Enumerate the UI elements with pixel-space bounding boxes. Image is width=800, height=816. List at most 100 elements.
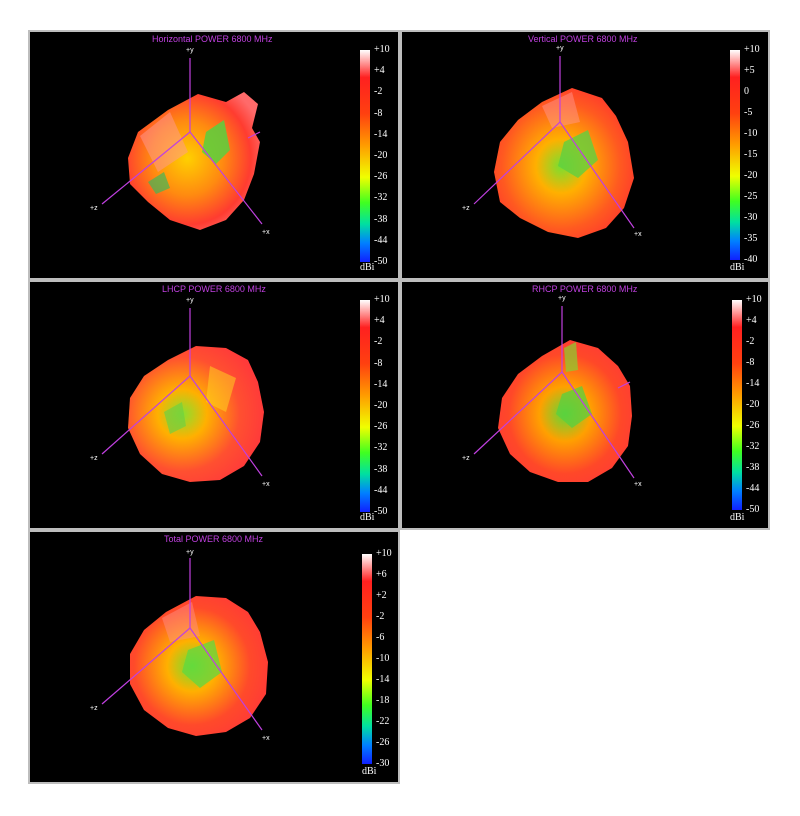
colorbar [360,50,370,262]
colorbar-tick-label: -8 [746,357,755,368]
colorbar-tick-label: -26 [374,421,388,433]
x-axis [189,627,263,731]
colorbar-unit: dBi [730,512,745,523]
axis-stub [617,381,631,389]
colorbar-unit: dBi [360,262,375,273]
low-gain-region [164,402,186,434]
colorbar-tick-label: -20 [374,150,388,161]
colorbar-tick-label: -20 [746,399,760,410]
colorbar-tick-label: -20 [374,400,388,411]
z-axis [473,121,561,205]
y-axis-label: +y [186,297,194,304]
colorbar-tick-label: -22 [376,716,390,727]
x-axis-label: +x [634,231,642,238]
colorbar-tick-label: +10 [744,44,760,55]
radiation-pattern-panel-horizontal: +y +z +x Horizontal POWER 6800 MHz +10 +4… [28,30,400,280]
colorbar-tick-label: -14 [374,128,388,140]
colorbar-tick-label: -2 [746,336,755,347]
colorbar-tick-label: +10 [376,548,392,559]
colorbar-tick-label: -44 [374,484,388,496]
chart-title: Total POWER 6800 MHz [164,534,264,544]
x-axis-label: +x [634,481,642,488]
colorbar-tick-label: -32 [746,441,760,452]
colorbar-tick-label: -30 [744,212,758,223]
colorbar-tick-label: -50 [374,256,388,267]
low-gain-region [182,640,222,688]
colorbar-tick-label: -14 [376,674,390,685]
colorbar-tick-label: -6 [376,632,385,643]
pattern-3d-plot: +y +z +x [462,295,642,488]
colorbar-tick-label: -5 [744,107,753,118]
low-gain-region [558,130,598,178]
colorbar [362,554,372,764]
colorbar-tick-label: -8 [374,357,383,369]
chart-title: LHCP POWER 6800 MHz [162,284,266,294]
axis-stub [247,131,261,139]
z-axis-label: +z [462,455,470,462]
x-axis [561,371,635,479]
colorbar-tick-label: -15 [744,149,758,160]
radiation-pattern-panel-lhcp: +y +z +x LHCP POWER 6800 MHz +10 +4 -2 -8 -1… [28,280,400,530]
colorbar [730,50,740,260]
colorbar-tick-label: -26 [374,171,388,183]
colorbar-unit: dBi [730,262,745,273]
colorbar-tick-label: -14 [374,378,388,390]
low-gain-region [202,120,230,164]
low-gain-region [556,386,592,428]
colorbar-tick-label: -8 [374,107,383,119]
colorbar-tick-label: -38 [746,462,760,473]
z-axis-label: +z [462,205,470,212]
colorbar-tick-label: +4 [746,315,757,326]
colorbar-tick-label: -25 [744,191,758,202]
chart-title: RHCP POWER 6800 MHz [532,284,638,294]
colorbar-tick-label: -30 [376,758,390,769]
radiation-surface [128,92,260,230]
colorbar-tick-label: -50 [374,506,388,517]
x-axis [559,121,635,229]
colorbar-tick-label: -2 [374,336,383,348]
pattern-3d-plot: +y +z +x [90,549,270,742]
colorbar-tick-label: -26 [376,737,390,748]
colorbar-tick-label: +10 [374,44,390,55]
colorbar-tick-label: -35 [744,233,758,244]
pattern-3d-plot: +y +z +x [90,47,270,236]
colorbar-tick-label: -14 [746,378,760,389]
y-axis-label: +y [558,295,566,302]
pattern-3d-plot: +y +z +x [90,297,270,488]
colorbar-tick-label: 0 [744,86,749,97]
colorbar-tick-label: -44 [746,483,760,494]
colorbar-tick-label: -10 [744,128,758,139]
radiation-surface [128,346,264,482]
x-axis [189,375,263,477]
surface-facet [542,92,580,128]
colorbar-tick-label: -18 [376,695,390,706]
x-axis-label: +x [262,481,270,488]
x-axis-label: +x [262,229,270,236]
radiation-pattern-panel-rhcp: +y +z +x RHCP POWER 6800 MHz +10 +4 -2 -8 -1… [400,280,770,530]
colorbar-tick-label: +4 [374,315,385,327]
z-axis-label: +z [90,205,98,212]
pattern-3d-plot: +y +z +x [462,45,642,238]
z-axis [473,371,563,455]
low-gain-region [148,172,170,194]
z-axis [101,131,191,205]
colorbar-unit: dBi [362,766,377,777]
colorbar-tick-label: -2 [376,611,385,622]
colorbar-unit: dBi [360,512,375,523]
colorbar-tick-label: +6 [376,569,387,580]
radiation-pattern-panel-total: +y +z +x Total POWER 6800 MHz +10 +6 +2 -2 -… [28,530,400,784]
colorbar-tick-label: +5 [744,65,755,76]
colorbar-tick-label: -26 [746,420,760,431]
y-axis-label: +y [186,47,194,54]
colorbar-tick-label: -2 [374,86,383,98]
colorbar-tick-label: -20 [744,170,758,181]
z-axis [101,375,191,455]
colorbar-tick-label: -32 [374,192,388,204]
z-axis-label: +z [90,705,98,712]
colorbar-tick-label: +10 [374,294,390,305]
chart-title: Vertical POWER 6800 MHz [528,34,638,44]
z-axis-label: +z [90,455,98,462]
colorbar-tick-label: -40 [744,254,758,265]
colorbar [360,300,370,512]
radiation-pattern-panel-vertical: +y +z +x Vertical POWER 6800 MHz +10 +5 0 -… [400,30,770,280]
